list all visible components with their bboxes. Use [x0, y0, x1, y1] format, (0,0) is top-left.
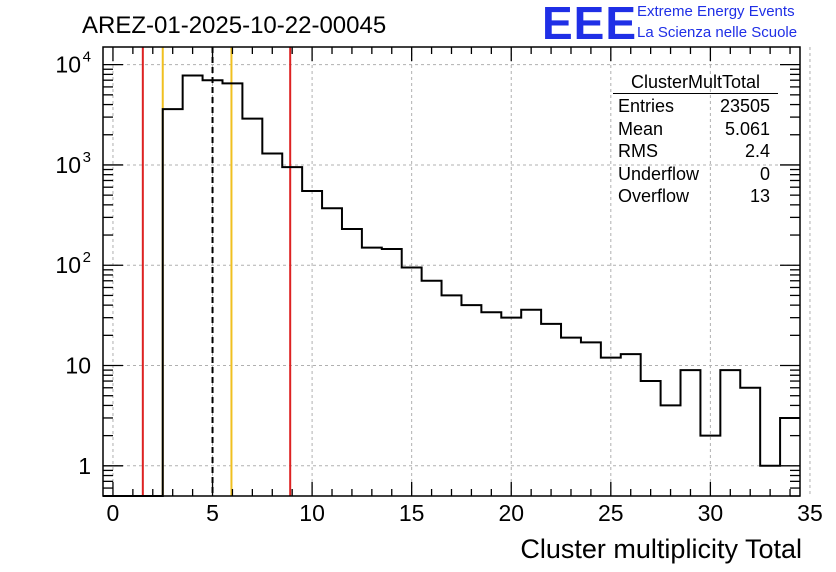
y-tick-exponent: 3 — [83, 149, 91, 166]
stats-label: Mean — [618, 118, 664, 139]
eee-logo: EEE — [542, 0, 638, 49]
x-tick-label: 30 — [698, 500, 724, 526]
y-tick-label: 10 — [65, 353, 91, 379]
stats-row-rms: RMS 2.4 — [613, 140, 778, 163]
stats-row-mean: Mean 5.061 — [613, 118, 778, 141]
y-tick-exponent: 2 — [83, 249, 91, 266]
stats-box: ClusterMultTotal Entries 23505 Mean 5.061 … — [613, 71, 778, 208]
stats-value: 13 — [749, 186, 770, 206]
x-tick-label: 20 — [498, 500, 524, 526]
logo-text-line2: La Scienza nelle Scuole — [637, 24, 798, 41]
x-tick-label: 5 — [206, 500, 219, 526]
stats-label: Entries — [618, 96, 675, 116]
stats-value: 0 — [759, 163, 770, 184]
stats-value: 23505 — [719, 96, 770, 116]
stats-label: Underflow — [618, 163, 700, 184]
stats-value: 5.061 — [724, 118, 770, 139]
x-tick-label: 15 — [399, 500, 425, 526]
stats-row-overflow: Overflow 13 — [613, 185, 778, 208]
stats-label: Overflow — [618, 186, 690, 206]
stats-row-entries: Entries 23505 — [613, 95, 778, 118]
y-tick-label: 1 — [78, 453, 91, 479]
chart-title: AREZ-01-2025-10-22-00045 — [82, 12, 387, 39]
stats-row-underflow: Underflow 0 — [613, 163, 778, 186]
y-tick-label: 10 — [55, 252, 81, 278]
y-tick-exponent: 4 — [83, 49, 91, 66]
stats-title: ClusterMultTotal — [613, 71, 778, 94]
x-tick-label: 35 — [797, 500, 823, 526]
x-tick-label: 25 — [598, 500, 624, 526]
histogram-outline — [103, 74, 800, 497]
stats-label: RMS — [618, 141, 658, 161]
y-tick-label: 10 — [55, 152, 81, 178]
x-tick-label: 0 — [107, 500, 120, 526]
stats-value: 2.4 — [744, 141, 770, 161]
logo-text-line1: Extreme Energy Events — [637, 3, 795, 20]
x-tick-label: 10 — [299, 500, 325, 526]
y-tick-label: 10 — [55, 52, 81, 78]
x-axis-label: Cluster multiplicity Total — [520, 534, 802, 564]
